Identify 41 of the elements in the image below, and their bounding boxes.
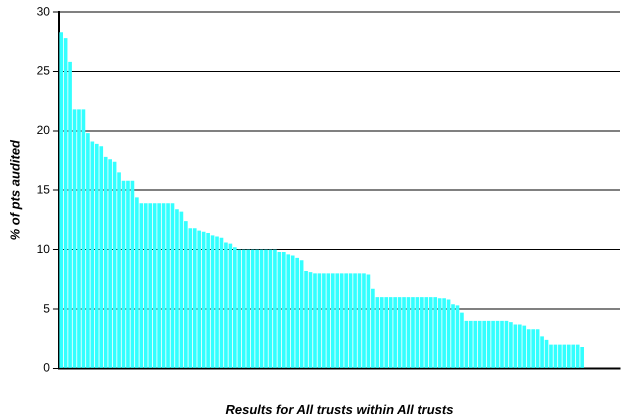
bar	[94, 144, 99, 368]
bar	[290, 256, 295, 368]
bar	[380, 297, 384, 368]
bar	[424, 297, 428, 368]
bar	[571, 344, 576, 368]
y-tick-label: 5	[43, 301, 50, 316]
y-tick-label: 20	[36, 123, 50, 138]
bar	[433, 297, 438, 368]
bar	[526, 329, 531, 368]
bar	[330, 273, 335, 368]
y-tick-label: 15	[36, 182, 50, 197]
bar	[478, 320, 482, 368]
y-tick-label: 10	[36, 242, 50, 256]
bar	[482, 320, 486, 368]
bar	[473, 320, 478, 368]
bar	[152, 203, 157, 368]
bar	[237, 250, 242, 368]
bar	[197, 230, 202, 368]
bar	[286, 254, 290, 368]
bar	[566, 344, 571, 368]
y-tick-label: 0	[43, 360, 50, 375]
bar	[246, 250, 250, 368]
bar	[99, 146, 104, 368]
bar	[518, 324, 522, 368]
x-axis-title: Results for All trusts within All trusts	[225, 402, 454, 417]
y-tick-label: 25	[36, 64, 50, 78]
bar	[148, 203, 152, 368]
bar	[576, 344, 580, 368]
bar	[428, 297, 433, 368]
bar	[242, 250, 246, 368]
bar	[340, 273, 344, 368]
bar	[282, 252, 286, 368]
bar	[384, 297, 388, 368]
bar	[388, 297, 393, 368]
bar	[192, 228, 197, 368]
y-axis-title: % of pts audited	[7, 138, 22, 240]
bar	[580, 347, 584, 368]
bar	[335, 273, 340, 368]
y-tick-label: 30	[36, 4, 50, 18]
bar	[144, 203, 148, 368]
bar	[522, 326, 526, 368]
